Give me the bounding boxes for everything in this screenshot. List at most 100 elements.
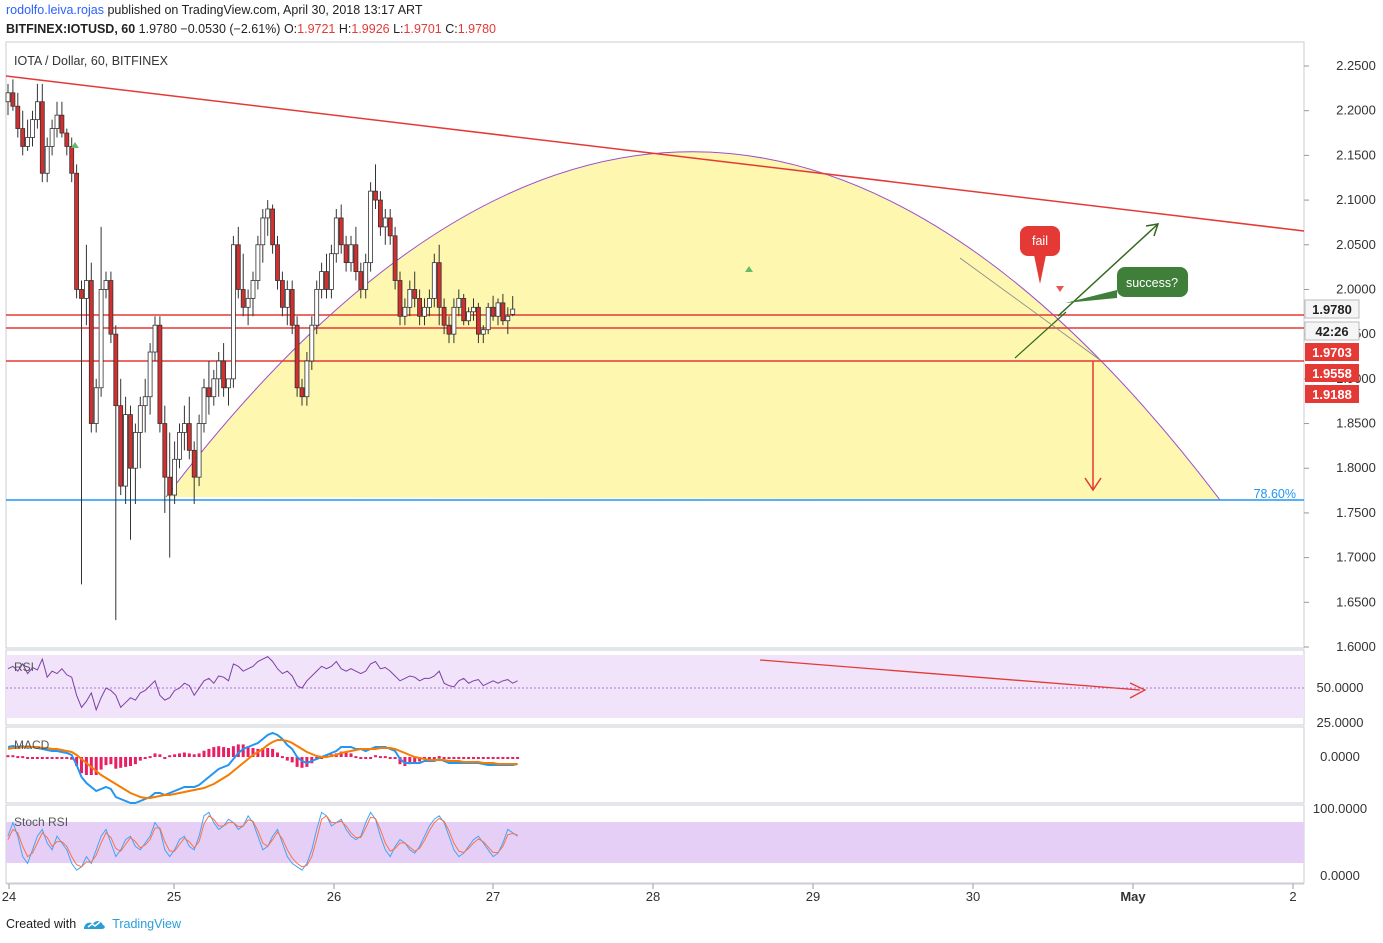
macd-histogram-bar [354,756,358,759]
macd-histogram-bar [143,757,147,759]
candle-body-up [30,119,35,138]
candle-body-down [39,101,45,174]
author-link[interactable]: rodolfo.leiva.rojas [6,3,104,17]
target-arrow-head [1084,477,1102,492]
candle [79,280,84,585]
price-tick-label: 1.6000 [1336,639,1376,654]
candle-body-up [152,324,158,353]
candle [270,204,276,254]
candle [10,79,16,111]
candle [152,316,158,361]
candle-body-down [358,271,364,290]
candle [485,302,491,335]
macd-histogram-bar [133,757,137,765]
macd-histogram-bar [486,757,490,759]
macd-histogram-bar [408,757,412,765]
macd-histogram-bar [511,757,515,759]
macd-histogram-bar [398,757,402,765]
macd-histogram-bar [45,757,49,759]
candle-body-down [235,244,241,290]
macd-histogram-bar [70,757,74,760]
candle [196,414,202,487]
main-pane-frame [5,41,1305,649]
macd-histogram-bar [40,757,44,759]
macd-histogram-bar [207,748,211,757]
candle-body-down [294,324,300,389]
macd-histogram-bar [50,757,54,759]
macd-histogram-bar [202,750,206,757]
candle [304,352,310,406]
candle-body-up [363,262,369,290]
fail-callout: fail [1020,226,1060,284]
price-tick-label: 1.7000 [1336,550,1376,565]
candle-body-up [505,315,511,322]
candle [417,289,423,326]
candle-body-up [471,306,476,313]
time-tick-label: 24 [2,889,16,904]
time-tick-label: May [1120,889,1146,904]
candle [167,432,173,558]
candle-body-down [397,280,403,317]
macd-histogram-bar [344,752,348,757]
candle [132,423,138,504]
candle [245,289,251,326]
macd-histogram-bar [388,757,392,759]
created-with-text: Created with [6,917,77,931]
candle [211,369,217,406]
candle-body-down [353,244,359,272]
candle-body-down [191,449,197,478]
rounded-top-arc [165,151,1221,501]
stoch-label: Stoch RSI [14,815,68,829]
rounded-top-fill [166,151,1220,500]
candle-body-up [333,217,339,255]
macd-histogram-bar [153,753,157,757]
candle-body-up [510,308,516,315]
candle-body-up [123,414,128,487]
tradingview-brand-link[interactable]: TradingView [112,917,181,931]
candle-body-down [162,423,168,478]
candle [49,119,55,156]
candle-body-up [93,387,99,424]
macd-pane-frame [5,726,1305,804]
candle-body-down [387,217,393,237]
rsi-tick-label: 25.0000 [1317,715,1364,730]
candle [505,307,511,335]
stoch-tick-label: 100.0000 [1313,801,1367,816]
macd-histogram-bar [476,757,480,759]
macd-histogram-bar [359,757,363,759]
macd-histogram-bar [158,754,162,757]
candle [98,226,104,397]
candle-body-down [59,114,65,134]
candle [436,244,442,326]
candle [162,405,168,513]
macd-histogram-bar [491,757,495,759]
candle-body-down [461,297,467,322]
candle-body-down [338,217,344,246]
buy-signal-icon [71,142,79,148]
price-tick-label: 1.8500 [1336,416,1376,431]
macd-histogram-bar [11,755,15,758]
macd-histogram-bar [124,757,128,767]
candle-body-up [260,217,266,246]
candle [343,235,349,272]
level-box [1305,385,1359,403]
candle [74,164,79,299]
candle [108,271,114,344]
candle [392,226,398,290]
candle-body-up [431,262,437,299]
candle-body-up [402,306,408,317]
macd-histogram-bar [413,757,417,763]
candle [299,378,305,406]
low-value: 1.9701 [403,22,442,36]
candle-body-up [35,101,40,121]
candle [338,204,344,254]
macd-histogram-bar [467,757,471,759]
time-tick-label: 25 [167,889,181,904]
candle-body-up [142,396,148,407]
candle-body-down [377,199,383,228]
candle-body-down [270,208,276,246]
candle [495,298,501,326]
arc-guide-line [959,257,1101,361]
macd-histogram-bar [16,756,20,759]
